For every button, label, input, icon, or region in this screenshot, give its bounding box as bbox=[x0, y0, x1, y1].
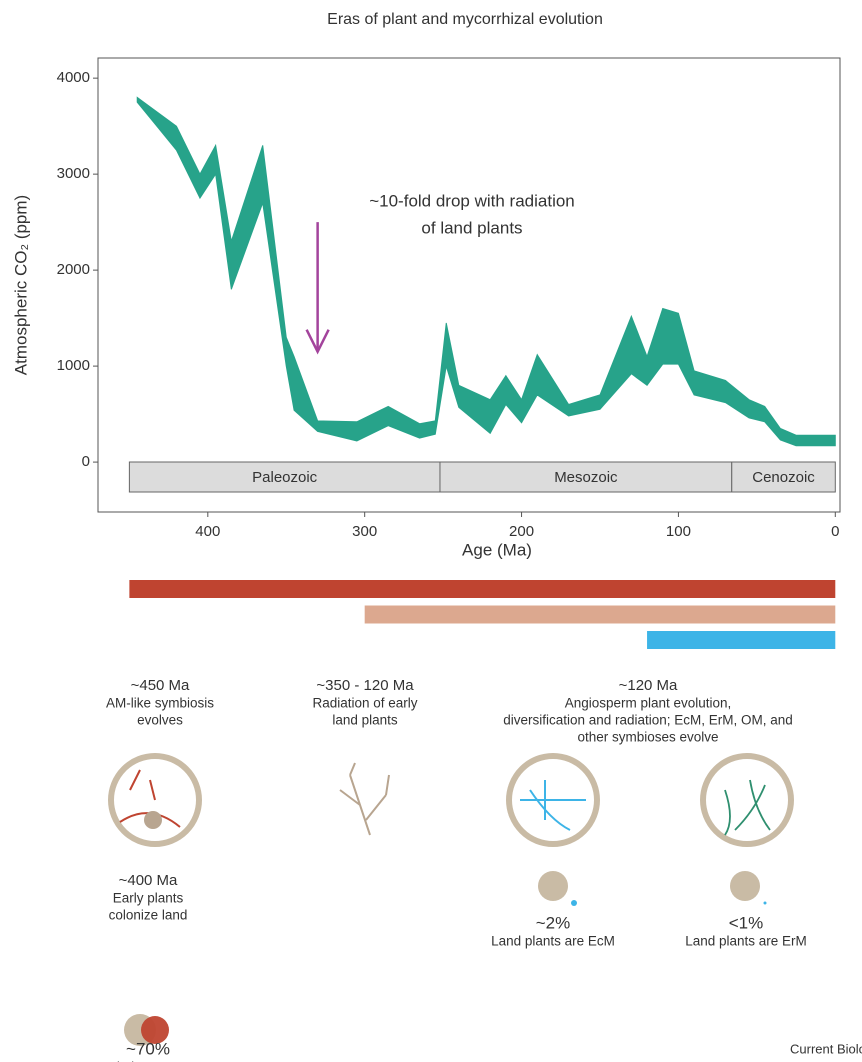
co2-band bbox=[137, 97, 835, 445]
note-heading: ~400 Ma bbox=[119, 872, 178, 889]
note-line: Radiation of early bbox=[312, 696, 417, 711]
x-tick-label: 200 bbox=[509, 523, 534, 540]
note-line: other symbioses evolve bbox=[577, 730, 718, 745]
globe bbox=[538, 871, 568, 901]
plot-frame bbox=[98, 58, 840, 512]
x-tick-label: 100 bbox=[666, 523, 691, 540]
note-line: Land plants are ErM bbox=[685, 934, 807, 949]
time-span bbox=[365, 606, 836, 624]
note-line: land plants bbox=[332, 713, 398, 728]
note-heading: ~2% bbox=[536, 913, 571, 932]
x-tick-label: 0 bbox=[831, 523, 839, 540]
note-heading: ~350 - 120 Ma bbox=[316, 677, 414, 694]
icons bbox=[111, 756, 791, 1046]
note-line: Land plants are EcM bbox=[491, 934, 615, 949]
time-span bbox=[647, 631, 835, 649]
era-label: Mesozoic bbox=[554, 469, 618, 486]
erm-icon bbox=[703, 756, 791, 844]
note-line: Early plants bbox=[113, 891, 184, 906]
note-line: evolves bbox=[137, 713, 183, 728]
note-line: AM-like symbiosis bbox=[106, 696, 214, 711]
y-tick-label: 0 bbox=[82, 453, 90, 470]
x-tick-label: 400 bbox=[195, 523, 220, 540]
note-heading: ~120 Ma bbox=[619, 677, 678, 694]
note-line: Angiosperm plant evolution, bbox=[565, 696, 732, 711]
x-axis-label: Age (Ma) bbox=[462, 540, 532, 559]
note-heading: <1% bbox=[729, 913, 764, 932]
time-span bbox=[129, 580, 835, 598]
plant-sketch bbox=[340, 763, 389, 835]
note-heading: ~450 Ma bbox=[131, 677, 190, 694]
y-axis-label: Atmospheric CO₂ (ppm) bbox=[11, 195, 30, 375]
y-tick-label: 2000 bbox=[57, 261, 90, 278]
y-tick-label: 1000 bbox=[57, 357, 90, 374]
x-tick-label: 300 bbox=[352, 523, 377, 540]
figure: Eras of plant and mycorrhizal evolution … bbox=[0, 0, 862, 1062]
era-label: Cenozoic bbox=[752, 469, 815, 486]
annotation: ~10-fold drop with radiation bbox=[369, 191, 575, 210]
globe bbox=[730, 871, 760, 901]
note-line: diversification and radiation; EcM, ErM,… bbox=[503, 713, 793, 728]
note-line: colonize land bbox=[109, 908, 188, 923]
era-label: Paleozoic bbox=[252, 469, 318, 486]
y-tick-label: 3000 bbox=[57, 165, 90, 182]
chart-title: Eras of plant and mycorrhizal evolution bbox=[327, 11, 603, 28]
note-heading: ~70% bbox=[126, 1039, 170, 1058]
y-tick-label: 4000 bbox=[57, 69, 90, 86]
annotation: of land plants bbox=[421, 218, 522, 237]
credit: Current Biolog bbox=[790, 1041, 862, 1056]
